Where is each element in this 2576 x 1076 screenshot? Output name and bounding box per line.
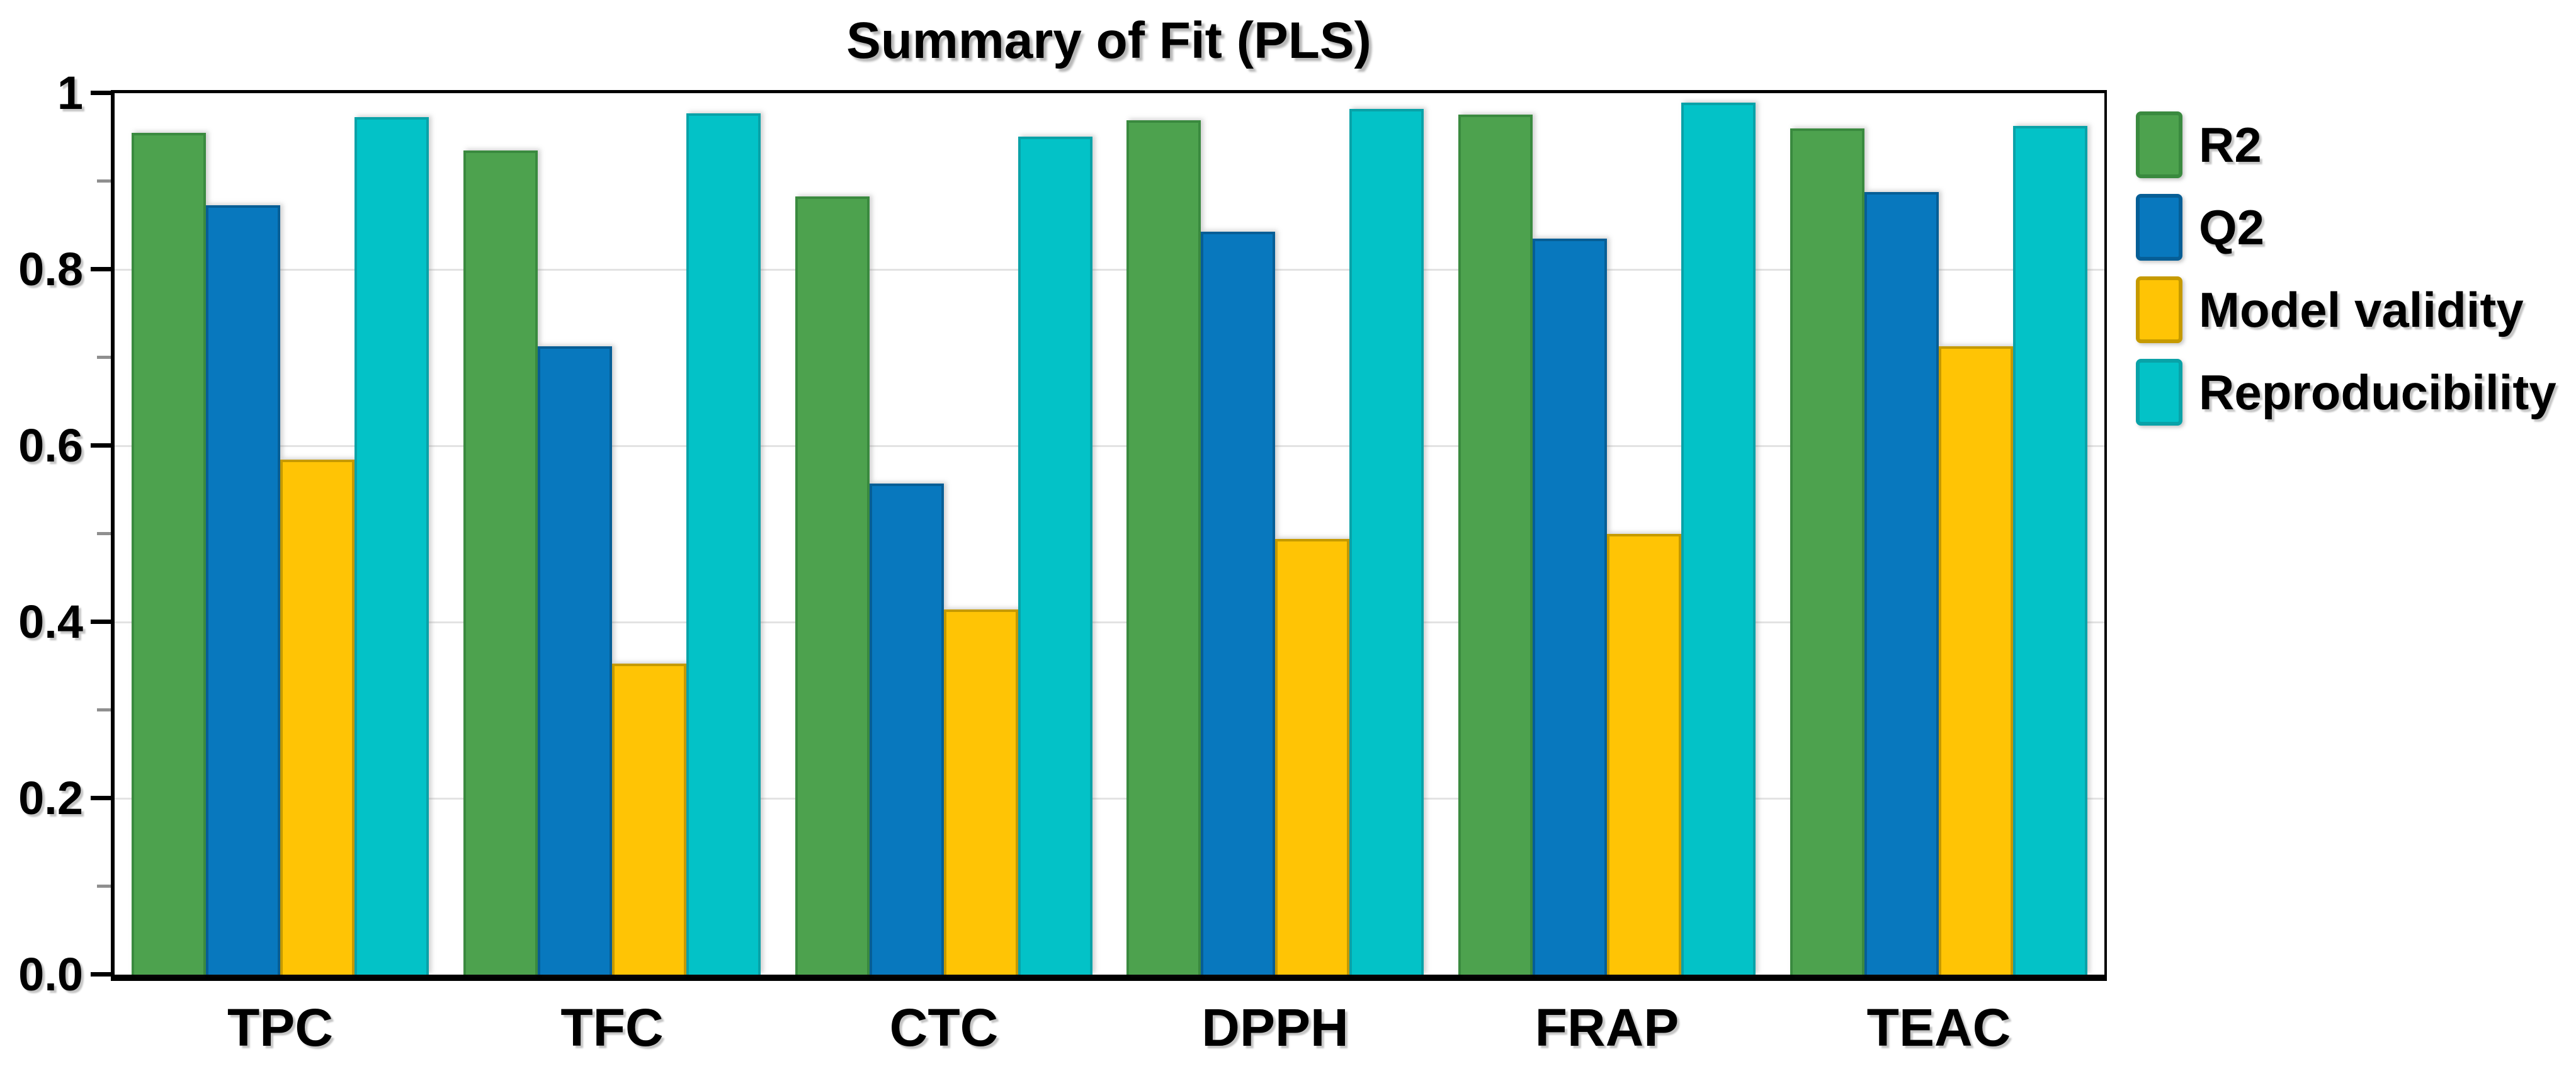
bar-tpc-model-validity (280, 460, 355, 975)
bar-teac-model-validity (1939, 346, 2013, 975)
gridline-0.8 (115, 269, 2104, 271)
y-minor-tick-0.1 (97, 885, 111, 888)
y-tick-0.8 (91, 267, 111, 271)
y-tick-0.4 (91, 620, 111, 624)
bar-teac-r2 (1790, 128, 1864, 975)
bar-frap-reproducibility (1681, 103, 1756, 975)
y-tick-label-1: 1 (57, 67, 83, 119)
x-label-ctc: CTC (889, 998, 999, 1057)
legend-item-model-validity: Model validity (2136, 276, 2524, 343)
y-tick-0.6 (91, 443, 111, 448)
y-tick-0 (91, 972, 111, 977)
y-tick-label-0.8: 0.8 (18, 243, 83, 295)
bar-ctc-reproducibility (1018, 137, 1092, 975)
bar-tfc-q2 (538, 346, 612, 975)
bar-tpc-r2 (132, 133, 206, 975)
x-label-tfc: TFC (560, 998, 664, 1057)
y-minor-tick-0.7 (97, 356, 111, 359)
y-tick-label-0.2: 0.2 (18, 772, 83, 824)
legend-item-q2: Q2 (2136, 194, 2264, 261)
bar-dpph-reproducibility (1349, 109, 1424, 975)
bar-tpc-reproducibility (355, 117, 429, 975)
bar-tfc-r2 (463, 150, 538, 975)
bar-dpph-q2 (1201, 232, 1275, 975)
y-tick-0.2 (91, 796, 111, 800)
bar-ctc-model-validity (944, 609, 1018, 975)
y-tick-label-0.4: 0.4 (18, 596, 83, 648)
y-tick-1 (91, 91, 111, 95)
bar-tfc-reproducibility (686, 113, 761, 975)
bar-teac-q2 (1864, 192, 1939, 975)
bar-frap-model-validity (1607, 534, 1681, 975)
gridline-0.6 (115, 445, 2104, 447)
chart-title: Summary of Fit (PLS) (846, 12, 1371, 69)
plot-area (111, 90, 2107, 981)
legend-label-model-validity: Model validity (2199, 281, 2524, 337)
y-minor-tick-0.5 (97, 532, 111, 535)
gridline-0.4 (115, 621, 2104, 623)
bar-frap-r2 (1458, 115, 1533, 975)
x-label-dpph: DPPH (1201, 998, 1349, 1057)
y-minor-tick-0.9 (97, 179, 111, 183)
legend-label-reproducibility: Reproducibility (2199, 364, 2556, 420)
y-tick-label-0.6: 0.6 (18, 419, 83, 472)
gridline-0.2 (115, 798, 2104, 800)
x-label-teac: TEAC (1866, 998, 2011, 1057)
plot-inner (115, 93, 2104, 975)
legend-swatch-reproducibility (2136, 359, 2182, 426)
bar-ctc-q2 (870, 484, 944, 975)
y-minor-tick-0.3 (97, 708, 111, 711)
x-label-tpc: TPC (227, 998, 333, 1057)
legend-swatch-model-validity (2136, 276, 2182, 343)
bar-ctc-r2 (795, 196, 870, 975)
bar-teac-reproducibility (2013, 126, 2087, 975)
bar-tpc-q2 (206, 205, 280, 975)
bar-tfc-model-validity (612, 664, 686, 975)
y-tick-label-0: 0.0 (18, 948, 83, 1000)
x-label-frap: FRAP (1535, 998, 1679, 1057)
legend-swatch-r2 (2136, 111, 2182, 178)
legend-item-reproducibility: Reproducibility (2136, 359, 2556, 426)
bar-frap-q2 (1533, 239, 1607, 975)
bar-dpph-model-validity (1275, 539, 1349, 975)
legend-swatch-q2 (2136, 194, 2182, 261)
legend-label-r2: R2 (2199, 116, 2262, 173)
legend-label-q2: Q2 (2199, 199, 2265, 255)
bar-dpph-r2 (1126, 120, 1201, 975)
legend-item-r2: R2 (2136, 111, 2262, 178)
